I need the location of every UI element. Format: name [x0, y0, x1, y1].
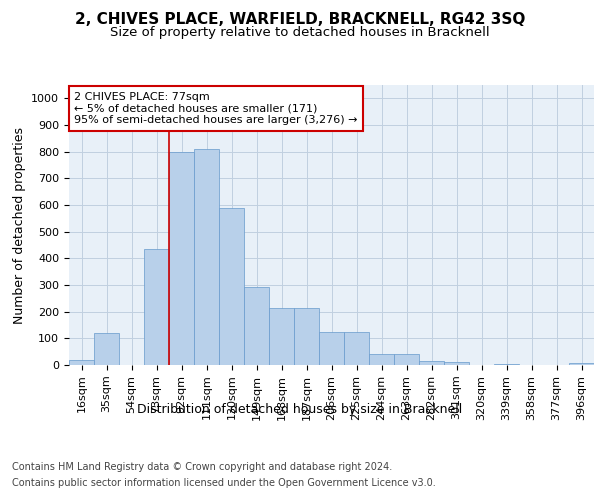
- Text: 2, CHIVES PLACE, WARFIELD, BRACKNELL, RG42 3SQ: 2, CHIVES PLACE, WARFIELD, BRACKNELL, RG…: [75, 12, 525, 28]
- Text: 2 CHIVES PLACE: 77sqm
← 5% of detached houses are smaller (171)
95% of semi-deta: 2 CHIVES PLACE: 77sqm ← 5% of detached h…: [74, 92, 358, 125]
- Bar: [94, 333, 119, 365]
- Bar: [369, 354, 394, 365]
- Bar: [69, 360, 94, 365]
- Bar: [194, 149, 219, 365]
- Bar: [319, 332, 344, 365]
- Text: Size of property relative to detached houses in Bracknell: Size of property relative to detached ho…: [110, 26, 490, 39]
- Bar: [144, 249, 169, 365]
- Bar: [344, 332, 369, 365]
- Bar: [244, 287, 269, 365]
- Text: Distribution of detached houses by size in Bracknell: Distribution of detached houses by size …: [137, 402, 463, 415]
- Bar: [394, 354, 419, 365]
- Bar: [569, 363, 594, 365]
- Text: Contains HM Land Registry data © Crown copyright and database right 2024.: Contains HM Land Registry data © Crown c…: [12, 462, 392, 472]
- Bar: [294, 308, 319, 365]
- Bar: [169, 152, 194, 365]
- Bar: [219, 208, 244, 365]
- Bar: [419, 361, 444, 365]
- Bar: [444, 362, 469, 365]
- Text: Contains public sector information licensed under the Open Government Licence v3: Contains public sector information licen…: [12, 478, 436, 488]
- Bar: [494, 364, 519, 365]
- Bar: [269, 308, 294, 365]
- Y-axis label: Number of detached properties: Number of detached properties: [13, 126, 26, 324]
